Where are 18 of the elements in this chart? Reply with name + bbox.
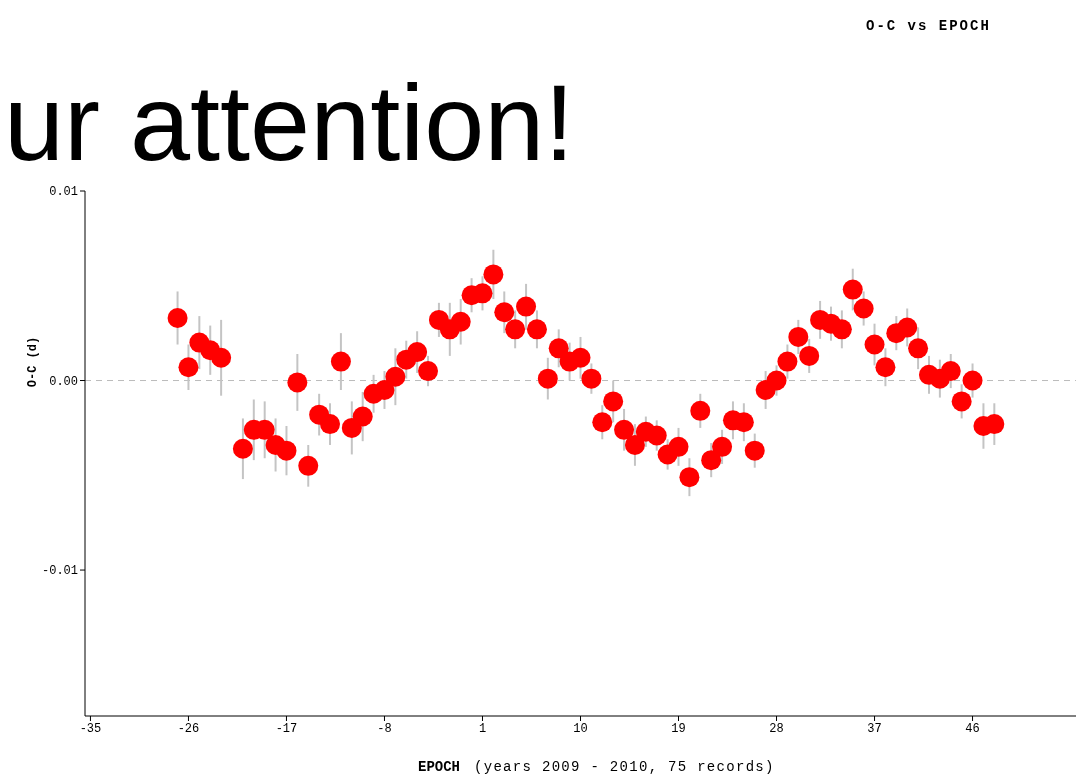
x-tick-label: 28: [769, 721, 784, 736]
x-tick-label: 19: [671, 721, 686, 736]
chart-title: O-C vs EPOCH: [866, 18, 991, 34]
x-tick-label: -17: [275, 721, 298, 736]
y-axis-title: O-C (d): [26, 336, 40, 388]
x-tick-label: -8: [377, 721, 392, 736]
x-tick-label: -26: [177, 721, 200, 736]
x-tick-label: -35: [79, 721, 102, 736]
x-tick-label: 10: [573, 721, 588, 736]
x-tick-label: 37: [867, 721, 882, 736]
text: ur attention!: [4, 62, 575, 183]
y-tick-label: 0.01: [49, 185, 78, 200]
x-axis-title: EPOCH: [418, 758, 461, 776]
y-tick-label: 0.00: [49, 374, 78, 389]
x-tick-label: 1: [478, 721, 487, 736]
x-tick-label: 46: [965, 721, 980, 736]
text: (years 2009 - 2010, 75 records): [474, 758, 775, 776]
y-tick-label: -0.01: [41, 564, 78, 579]
